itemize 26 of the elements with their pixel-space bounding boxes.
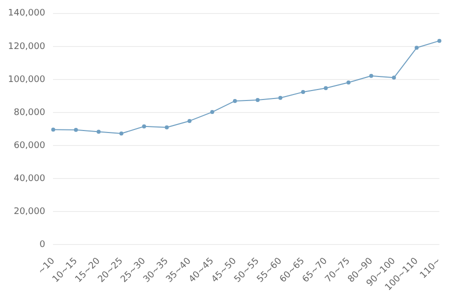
point [392, 76, 396, 80]
point [278, 96, 282, 100]
point [142, 124, 146, 128]
point [188, 118, 192, 123]
point [232, 98, 237, 103]
point [437, 38, 442, 43]
point [324, 86, 328, 90]
y-tick-label: 120,000 [8, 42, 46, 52]
point [346, 80, 351, 84]
y-tick-label: 140,000 [8, 8, 46, 19]
point [119, 132, 124, 136]
point [414, 46, 419, 50]
point [96, 130, 101, 134]
point [74, 128, 78, 132]
y-tick-label: 0 [39, 240, 46, 250]
point [164, 125, 169, 130]
y-tick-label: 60,000 [14, 140, 46, 151]
point [51, 128, 56, 132]
y-tick-label: 80,000 [14, 108, 46, 118]
point [256, 98, 260, 102]
y-tick-label: 100,000 [8, 74, 46, 85]
point [210, 110, 214, 114]
y-tick-label: 20,000 [14, 207, 46, 218]
y-tick-label: 40,000 [14, 174, 46, 184]
point [369, 74, 374, 78]
point [301, 90, 306, 94]
